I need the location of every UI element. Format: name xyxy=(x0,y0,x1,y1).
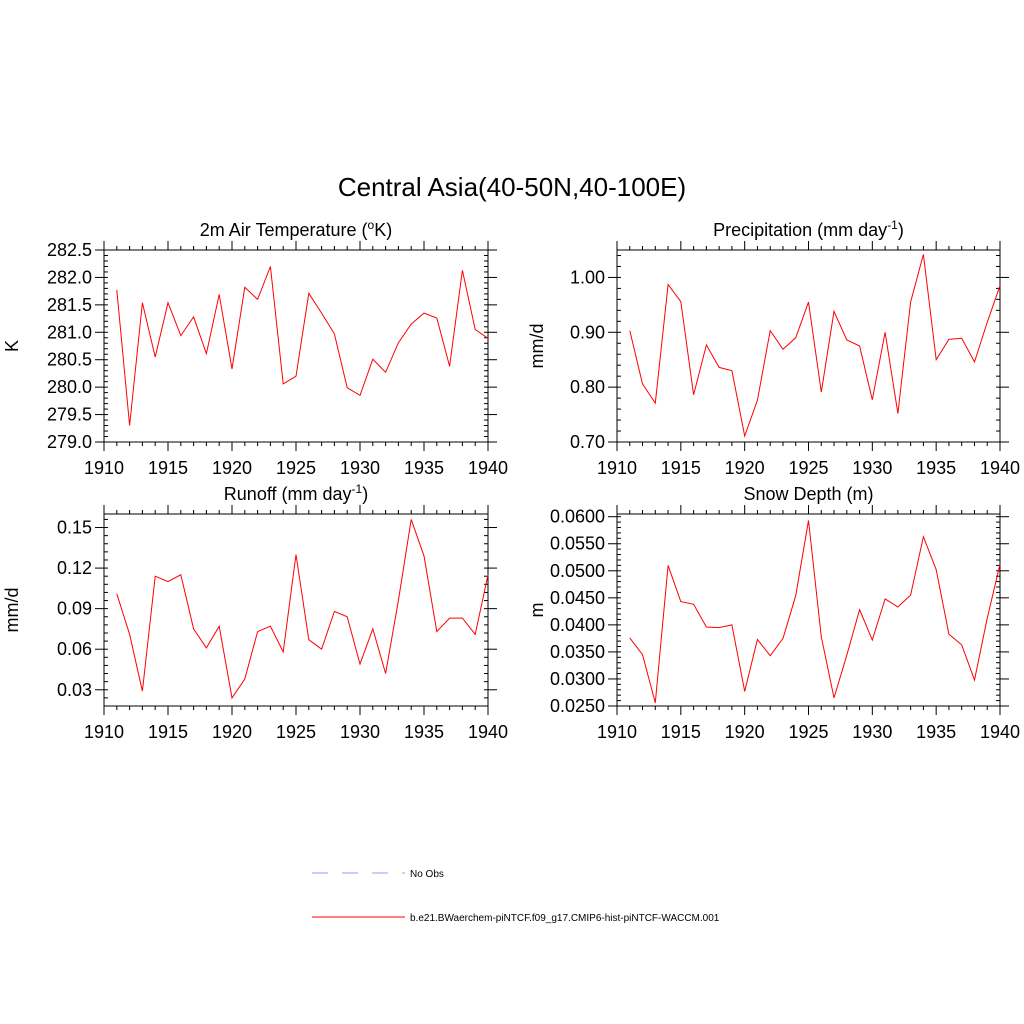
precipitation-title-sup: -1 xyxy=(887,218,898,232)
snow-depth-xtick-label: 1915 xyxy=(661,722,701,742)
snow-depth-title-main: Snow Depth (m) xyxy=(743,484,873,504)
panel-snow-depth: Snow Depth (m) 1910 1915 1920 1925 1930 1935 19… xyxy=(527,484,1020,742)
snow-depth-ytick-label: 0.0550 xyxy=(550,534,605,554)
precipitation-xtick-label: 1935 xyxy=(916,458,956,478)
runoff-ytick-label: 0.09 xyxy=(57,599,92,619)
precipitation-xtick-label: 1915 xyxy=(661,458,701,478)
runoff-xtick-label: 1940 xyxy=(468,722,508,742)
precipitation-series-line xyxy=(629,254,1001,438)
air-temperature-xtick-label: 1940 xyxy=(468,458,508,478)
precipitation-ylabel: mm/d xyxy=(527,324,547,369)
legend-label-model: b.e21.BWaerchem-piNTCF.f09_g17.CMIP6-his… xyxy=(410,913,720,924)
precipitation-xtick-label: 1920 xyxy=(725,458,765,478)
snow-depth-xtick-label: 1925 xyxy=(788,722,828,742)
panel-runoff: Runoff (mm day-1) 1910 1915 1920 1925 1930 193… xyxy=(2,482,508,742)
runoff-ytick-label: 0.15 xyxy=(57,518,92,538)
runoff-title: Runoff (mm day-1) xyxy=(224,482,368,504)
air-temperature-title-sup: o xyxy=(368,218,375,232)
runoff-ytick-label: 0.12 xyxy=(57,558,92,578)
air-temperature-plot-frame xyxy=(103,249,489,443)
air-temperature-xtick-label: 1930 xyxy=(340,458,380,478)
air-temperature-ytick-label: 280.0 xyxy=(47,377,92,397)
snow-depth-plot-frame xyxy=(616,513,1001,707)
precipitation-ytick-label: 0.90 xyxy=(570,322,605,342)
precipitation-xtick-label: 1925 xyxy=(788,458,828,478)
runoff-ytick-label: 0.03 xyxy=(57,680,92,700)
precipitation-ytick-label: 0.70 xyxy=(570,432,605,452)
figure-title: Central Asia(40-50N,40-100E) xyxy=(338,172,686,202)
snow-depth-ytick-label: 0.0400 xyxy=(550,615,605,635)
snow-depth-ytick-label: 0.0250 xyxy=(550,696,605,716)
legend-label-no-obs: No Obs xyxy=(410,869,444,880)
air-temperature-ytick-label: 280.5 xyxy=(47,350,92,370)
air-temperature-title-main: 2m Air Temperature ( xyxy=(200,220,368,240)
snow-depth-xtick-label: 1920 xyxy=(725,722,765,742)
air-temperature-ytick-label: 282.0 xyxy=(47,267,92,287)
air-temperature-xtick-label: 1925 xyxy=(276,458,316,478)
air-temperature-ytick-label: 279.0 xyxy=(47,432,92,452)
snow-depth-xtick-label: 1910 xyxy=(597,722,637,742)
air-temperature-ylabel: K xyxy=(2,340,22,352)
air-temperature-xtick-label: 1915 xyxy=(148,458,188,478)
runoff-ylabel: mm/d xyxy=(2,588,22,633)
air-temperature-series-line xyxy=(116,266,489,426)
air-temperature-ytick-label: 281.0 xyxy=(47,322,92,342)
runoff-xtick-label: 1920 xyxy=(212,722,252,742)
snow-depth-series-line xyxy=(629,520,1001,703)
precipitation-ytick-label: 0.80 xyxy=(570,377,605,397)
air-temperature-ytick-label: 281.5 xyxy=(47,295,92,315)
precipitation-title-rest: ) xyxy=(898,220,904,240)
snow-depth-ytick-label: 0.0300 xyxy=(550,669,605,689)
snow-depth-title: Snow Depth (m) xyxy=(743,484,873,504)
precipitation-xtick-label: 1940 xyxy=(980,458,1020,478)
snow-depth-ytick-label: 0.0600 xyxy=(550,507,605,527)
snow-depth-xtick-label: 1940 xyxy=(980,722,1020,742)
precipitation-ytick-label: 1.00 xyxy=(570,267,605,287)
runoff-ytick-label: 0.06 xyxy=(57,639,92,659)
snow-depth-ytick-label: 0.0500 xyxy=(550,561,605,581)
snow-depth-ytick-label: 0.0350 xyxy=(550,642,605,662)
panel-precipitation: Precipitation (mm day-1) 1910 1915 1920 1925… xyxy=(527,218,1020,478)
runoff-xtick-label: 1910 xyxy=(84,722,124,742)
air-temperature-ytick-label: 282.5 xyxy=(47,240,92,260)
runoff-title-rest: ) xyxy=(362,484,368,504)
runoff-xtick-label: 1935 xyxy=(404,722,444,742)
air-temperature-title: 2m Air Temperature (oK) xyxy=(200,218,392,240)
air-temperature-xtick-label: 1920 xyxy=(212,458,252,478)
snow-depth-xtick-label: 1930 xyxy=(852,722,892,742)
runoff-xtick-label: 1915 xyxy=(148,722,188,742)
legend: No Obs b.e21.BWaerchem-piNTCF.f09_g17.CM… xyxy=(312,869,720,924)
runoff-title-sup: -1 xyxy=(352,482,363,496)
runoff-xtick-label: 1930 xyxy=(340,722,380,742)
air-temperature-title-rest: K) xyxy=(374,220,392,240)
snow-depth-xtick-label: 1935 xyxy=(916,722,956,742)
air-temperature-xtick-label: 1935 xyxy=(404,458,444,478)
precipitation-xtick-label: 1910 xyxy=(597,458,637,478)
runoff-xtick-label: 1925 xyxy=(276,722,316,742)
runoff-plot-frame xyxy=(103,513,489,707)
air-temperature-ytick-label: 279.5 xyxy=(47,405,92,425)
precipitation-title: Precipitation (mm day-1) xyxy=(713,218,904,240)
precipitation-xtick-label: 1930 xyxy=(852,458,892,478)
precipitation-plot-frame xyxy=(616,249,1001,443)
precipitation-title-main: Precipitation (mm day xyxy=(713,220,887,240)
snow-depth-ytick-label: 0.0450 xyxy=(550,588,605,608)
snow-depth-ylabel: m xyxy=(527,603,547,618)
runoff-series-line xyxy=(116,519,489,700)
air-temperature-xtick-label: 1910 xyxy=(84,458,124,478)
panel-air-temperature: 2m Air Temperature (oK) 1910 1915 1920 1925 1… xyxy=(2,218,508,478)
runoff-title-main: Runoff (mm day xyxy=(224,484,352,504)
